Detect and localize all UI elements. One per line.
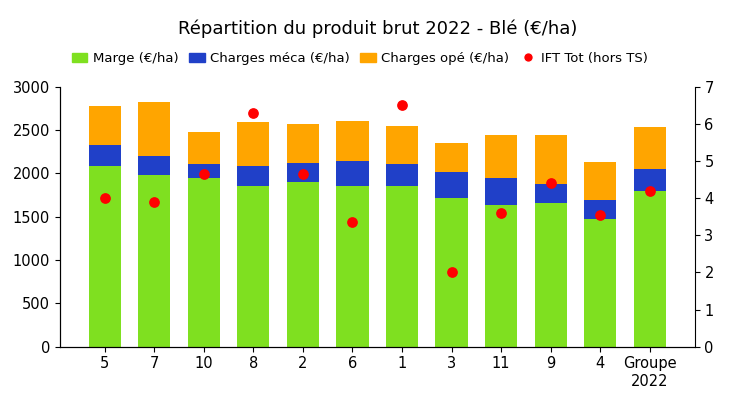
Point [99,195,111,201]
Bar [633,191,666,347]
Bar [89,106,121,145]
Bar [287,164,319,182]
Bar [584,162,616,200]
Bar [633,169,666,191]
Bar [535,135,567,184]
Bar [584,200,616,219]
Point [347,219,359,225]
Point [149,199,161,205]
Point [594,212,606,218]
Bar [436,173,468,198]
Bar [89,145,121,166]
Bar [584,219,616,347]
Legend: Marge (€/ha), Charges méca (€/ha), Charges opé (€/ha), IFT Tot (hors TS): Marge (€/ha), Charges méca (€/ha), Charg… [66,46,654,70]
Bar [287,182,319,347]
Bar [485,204,517,347]
Bar [187,164,220,178]
Bar [238,122,270,166]
Bar [187,132,220,164]
Bar [238,186,270,347]
Point [495,210,507,216]
Bar [436,143,468,173]
Bar [238,166,270,186]
Bar [386,186,418,347]
Point [396,102,408,108]
Bar [633,126,666,169]
Point [545,180,557,186]
Bar [187,178,220,347]
Bar [336,186,368,347]
Point [644,188,656,194]
Bar [485,178,517,204]
Point [247,110,259,116]
Bar [386,126,418,164]
Title: Répartition du produit brut 2022 - Blé (€/ha): Répartition du produit brut 2022 - Blé (… [178,19,577,38]
Bar [436,198,468,347]
Point [445,269,457,275]
Bar [138,102,170,156]
Bar [287,124,319,164]
Bar [386,164,418,186]
Bar [336,121,368,161]
Bar [535,203,567,347]
Point [297,171,309,177]
Bar [138,175,170,347]
Bar [535,184,567,203]
Bar [89,166,121,347]
Point [198,171,210,177]
Bar [138,156,170,175]
Bar [336,161,368,186]
Bar [485,135,517,178]
